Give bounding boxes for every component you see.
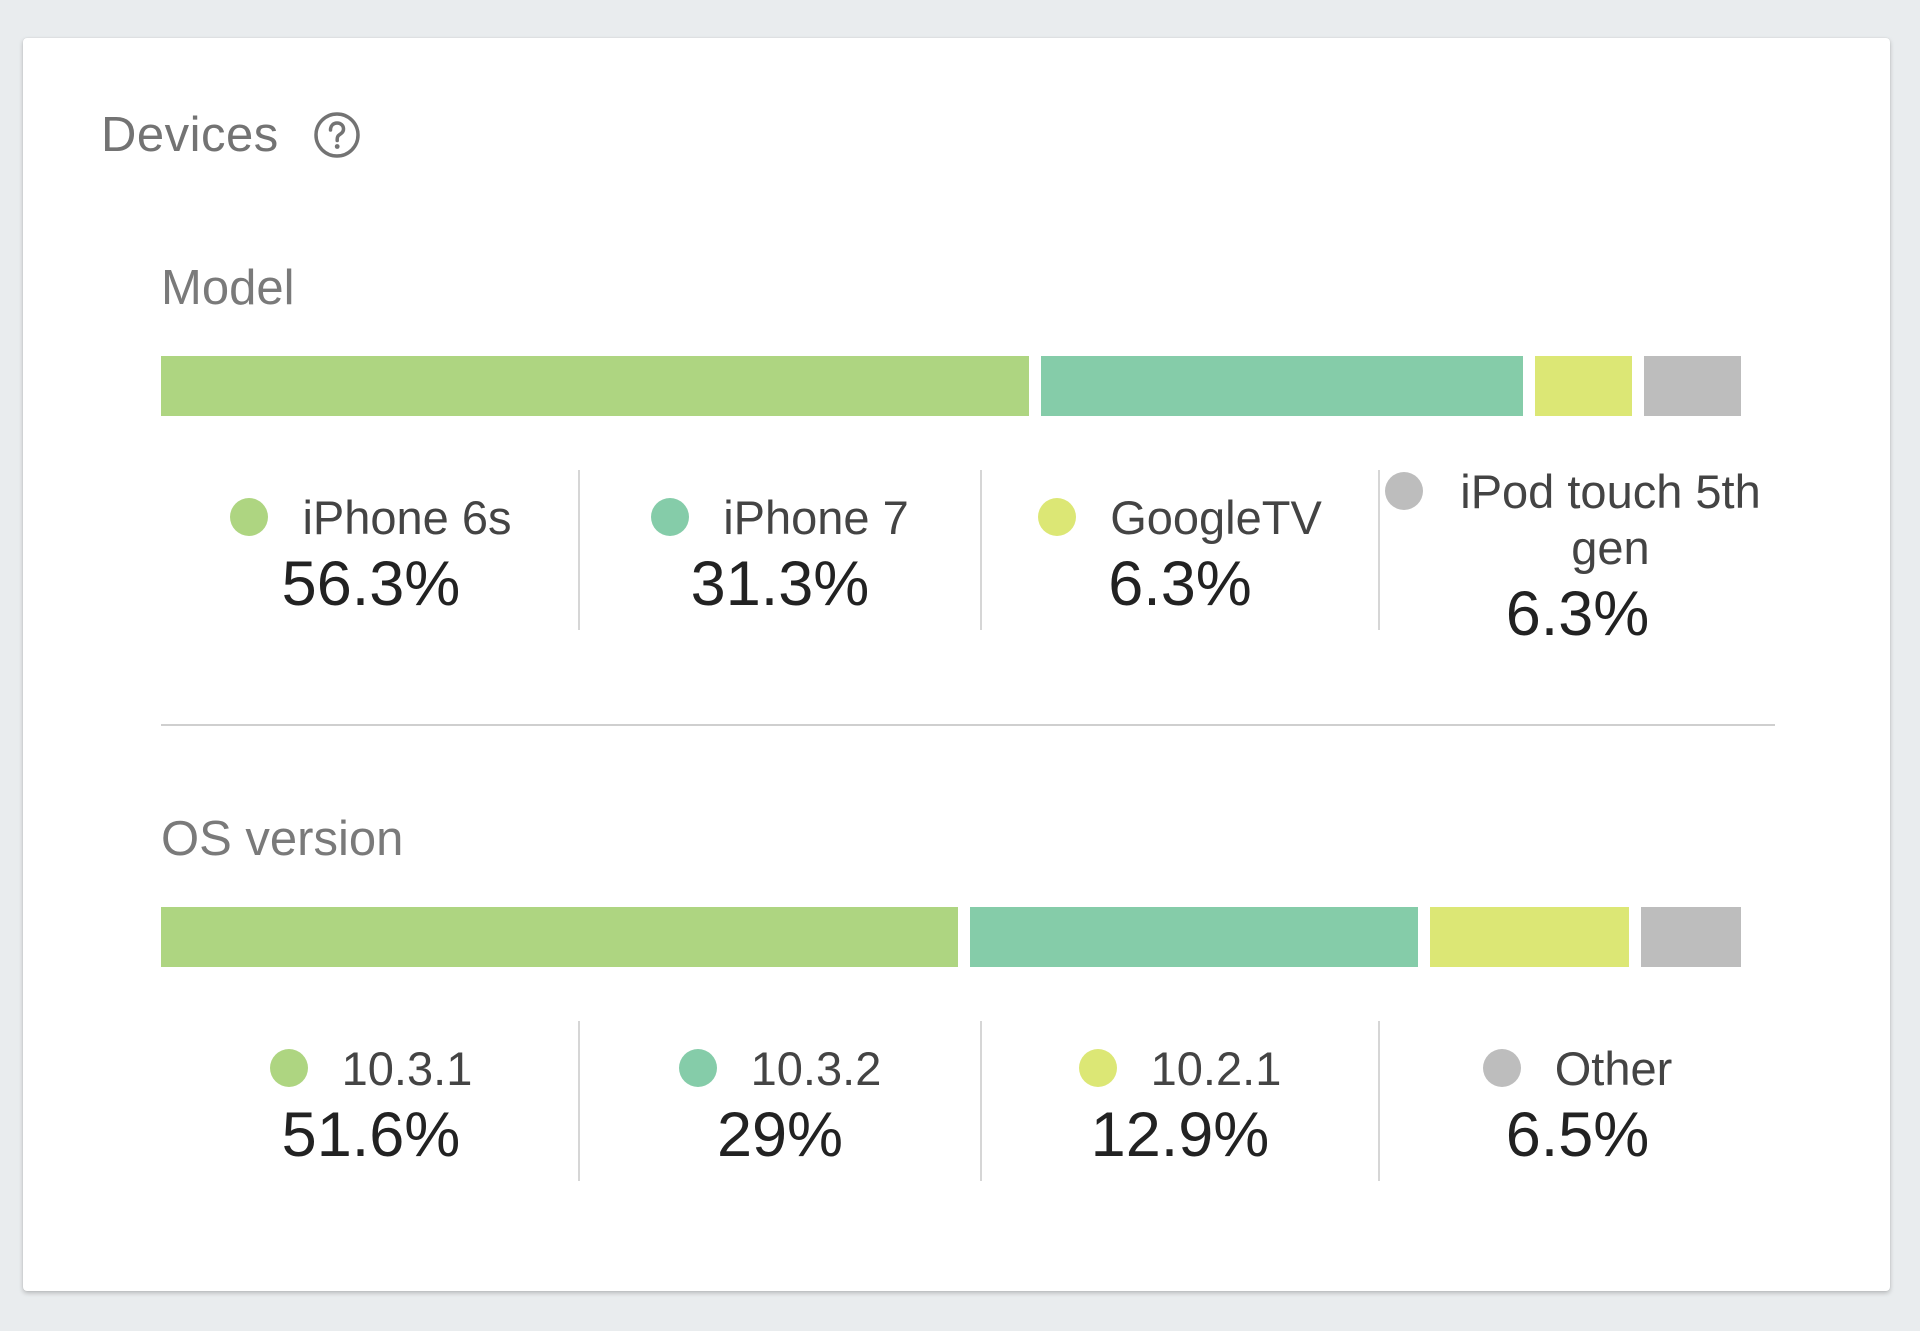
- model-section: Model iPhone 6s 56.3% iPhone 7 31.3%: [161, 258, 1761, 649]
- bar-segment-iphone-6s[interactable]: [161, 356, 1029, 416]
- os-legend: 10.3.1 51.6% 10.3.2 29% 10.2.1 12.9%: [161, 1021, 1751, 1181]
- legend-label: iPhone 6s: [302, 491, 512, 544]
- bar-segment-googletv[interactable]: [1535, 356, 1632, 416]
- legend-item-ipod-touch: iPod touch 5th gen 6.3%: [1378, 465, 1775, 649]
- legend-dot: [269, 1049, 308, 1087]
- bar-segment-ipod-touch[interactable]: [1644, 356, 1741, 416]
- legend-item-10-2-1: 10.2.1 12.9%: [980, 1021, 1378, 1181]
- bar-segment-10-3-2[interactable]: [970, 907, 1418, 967]
- help-circle-icon[interactable]: [313, 111, 361, 159]
- legend-label: Other: [1554, 1042, 1673, 1095]
- legend-item-iphone-7: iPhone 7 31.3%: [578, 470, 980, 630]
- legend-value: 6.5%: [1505, 1100, 1650, 1170]
- legend-dot: [1384, 472, 1423, 510]
- legend-value: 6.3%: [1505, 579, 1650, 649]
- section-divider: [161, 724, 1775, 726]
- legend-value: 6.3%: [1108, 549, 1252, 619]
- legend-dot: [1038, 498, 1077, 536]
- os-distribution-bar: [161, 907, 1741, 967]
- legend-value: 12.9%: [1090, 1100, 1270, 1170]
- legend-item-10-3-1: 10.3.1 51.6%: [161, 1021, 581, 1181]
- card-title: Devices: [101, 108, 279, 162]
- bar-segment-10-2-1[interactable]: [1430, 907, 1629, 967]
- legend-label: 10.3.1: [341, 1042, 473, 1095]
- devices-card: Devices Model iPhone 6s 56.3%: [23, 38, 1890, 1291]
- bar-segment-10-3-1[interactable]: [161, 907, 958, 967]
- legend-value: 51.6%: [281, 1100, 461, 1170]
- model-distribution-bar: [161, 356, 1741, 416]
- legend-item-googletv: GoogleTV 6.3%: [980, 470, 1378, 630]
- card-header: Devices: [101, 100, 361, 170]
- legend-label: iPod touch 5th gen: [1460, 465, 1761, 574]
- legend-dot: [678, 1049, 717, 1087]
- legend-value: 29%: [716, 1100, 844, 1170]
- legend-label: 10.2.1: [1150, 1042, 1282, 1095]
- bar-segment-other[interactable]: [1641, 907, 1741, 967]
- legend-label: GoogleTV: [1110, 491, 1322, 544]
- os-version-section: OS version 10.3.1 51.6% 10.3.2 29%: [161, 809, 1751, 1181]
- model-section-title: Model: [161, 261, 295, 315]
- legend-label: iPhone 7: [723, 491, 909, 544]
- legend-dot: [651, 498, 690, 536]
- legend-item-other: Other 6.5%: [1378, 1021, 1775, 1181]
- legend-item-10-3-2: 10.3.2 29%: [578, 1021, 980, 1181]
- legend-value: 56.3%: [281, 549, 461, 619]
- legend-value: 31.3%: [690, 549, 870, 619]
- bar-segment-iphone-7[interactable]: [1041, 356, 1523, 416]
- legend-item-iphone-6s: iPhone 6s 56.3%: [161, 470, 581, 630]
- model-legend: iPhone 6s 56.3% iPhone 7 31.3% GoogleTV …: [161, 465, 1761, 649]
- legend-dot: [230, 498, 269, 536]
- legend-label: 10.3.2: [750, 1042, 882, 1095]
- legend-dot: [1482, 1049, 1521, 1087]
- legend-dot: [1078, 1049, 1117, 1087]
- os-section-title: OS version: [161, 812, 404, 866]
